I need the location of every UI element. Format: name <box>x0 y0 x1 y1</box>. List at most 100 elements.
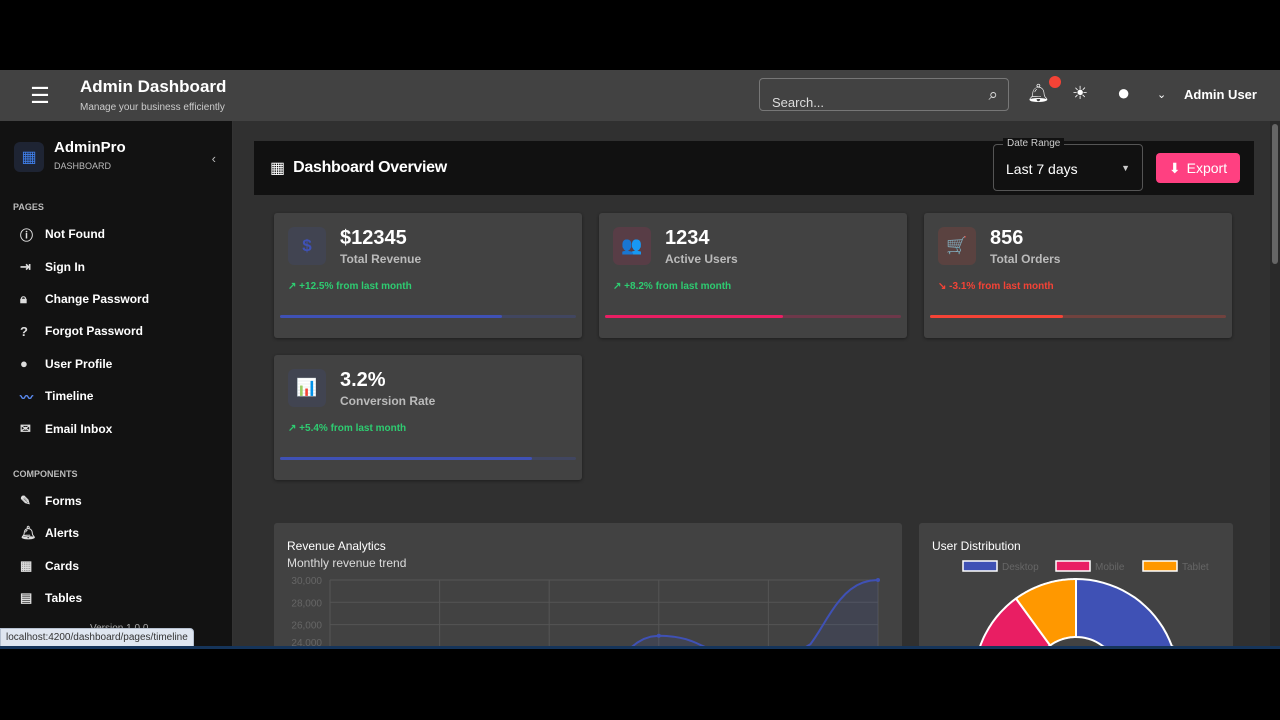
sun-icon[interactable]: ☀︎ <box>1072 83 1089 103</box>
stat-icon: 🛒 <box>938 227 976 265</box>
slice-desktop <box>993 577 1178 647</box>
legend-label: Desktop <box>1002 562 1039 573</box>
progress-bar <box>280 457 576 460</box>
sidebar-item-label: Forgot Password <box>45 324 144 339</box>
legend-swatch <box>1055 560 1091 572</box>
stat-label: Conversion Rate <box>340 394 436 408</box>
sidebar-item-label: Forms <box>45 493 82 508</box>
data-point <box>656 633 661 638</box>
sidebar-item-label: Alerts <box>45 526 80 541</box>
sidebar-item-timeline[interactable]: 〰 Timeline <box>0 380 232 412</box>
sidebar-item-label: User Profile <box>45 356 113 371</box>
legend-label: Mobile <box>1095 562 1125 573</box>
revenue-line-chart: 30,000 28,000 26,000 24,000 <box>291 576 880 647</box>
grid-icon: ▦ <box>20 557 33 573</box>
export-label: Export <box>1186 160 1228 176</box>
stat-label: Total Revenue <box>340 252 422 266</box>
app: ☰ Admin Dashboard Manage your business ef… <box>0 70 1280 647</box>
timeline-icon: 〰 <box>20 389 34 405</box>
stat-trend: ↘ -3.1% from last month <box>938 281 1054 292</box>
stat-icon: $ <box>288 227 326 265</box>
user-distribution-panel: User Distribution Desktop Mobile Tablet <box>919 523 1233 647</box>
stat-value: 3.2% <box>340 369 386 391</box>
mail-icon: ✉ <box>20 420 31 436</box>
chart-title: User Distribution <box>932 539 1021 553</box>
stat-label: Active Users <box>665 252 738 266</box>
sidebar-item-alerts[interactable]: 🔔︎ Alerts <box>0 517 232 549</box>
search-placeholder: Search... <box>772 95 825 110</box>
sidebar-item-not-found[interactable]: ⓘ Not Found <box>0 218 232 250</box>
sidebar-item-email-inbox[interactable]: ✉ Email Inbox <box>0 412 232 444</box>
info-icon: ⓘ <box>20 227 34 243</box>
status-url: localhost:4200/dashboard/pages/timeline <box>0 628 194 647</box>
help-icon: ? <box>20 323 28 339</box>
chart-title: Revenue Analytics <box>287 539 386 553</box>
stat-card: 📊 3.2% Conversion Rate ↗ +5.4% from last… <box>274 355 582 480</box>
menu-icon[interactable]: ☰ <box>30 82 50 108</box>
stat-value: 856 <box>990 227 1024 249</box>
export-button[interactable]: ⬇ Export <box>1156 153 1240 183</box>
chart-subtitle: Monthly revenue trend <box>287 556 407 570</box>
legend-label: Tablet <box>1182 562 1209 573</box>
trend-text: +8.2% from last month <box>624 281 732 292</box>
bell-icon[interactable]: 🔔︎ <box>1027 83 1050 103</box>
sidebar-item-forgot-password[interactable]: ? Forgot Password <box>0 315 232 347</box>
date-range-select[interactable]: Date Range Last 7 days ▼ <box>993 138 1143 191</box>
sidebar-item-sign-in[interactable]: ⇥ Sign In <box>0 250 232 282</box>
sidebar-item-forms[interactable]: ✎ Forms <box>0 485 232 517</box>
sidebar: ▦ AdminPro DASHBOARD ‹ PAGES ⓘ Not Found ⇥ Sig… <box>0 121 233 647</box>
revenue-chart-panel: Revenue Analytics Monthly revenue trend … <box>274 523 902 647</box>
stat-trend: ↗ +8.2% from last month <box>613 281 731 292</box>
scrollbar[interactable] <box>1270 121 1280 647</box>
sidebar-item-cards[interactable]: ▦ Cards <box>0 550 232 582</box>
stat-card: 👥 1234 Active Users ↗ +8.2% from last mo… <box>599 213 907 338</box>
y-tick-label: 26,000 <box>291 621 322 632</box>
slice-tablet <box>1014 578 1077 647</box>
login-icon: ⇥ <box>20 258 31 274</box>
stat-trend: ↗ +5.4% from last month <box>288 423 406 434</box>
data-point <box>876 578 880 582</box>
date-range-label: Date Range <box>1003 138 1065 149</box>
stat-icon: 👥 <box>613 227 651 265</box>
pencil-icon: ✎ <box>20 492 31 508</box>
series-area <box>330 580 878 647</box>
dashboard-icon: ▦ <box>270 160 286 177</box>
date-range-value: Last 7 days <box>1006 161 1078 177</box>
app-title: Admin Dashboard <box>80 76 227 96</box>
trend-icon: ↗ <box>288 423 297 434</box>
trend-icon: ↗ <box>288 281 297 292</box>
stat-card: $ $12345 Total Revenue ↗ +12.5% from las… <box>274 213 582 338</box>
sidebar-item-label: Tables <box>45 591 83 606</box>
page-title: Dashboard Overview <box>293 159 447 176</box>
user-name[interactable]: Admin User <box>1184 87 1257 102</box>
stat-icon: 📊 <box>288 369 326 407</box>
sidebar-item-change-password[interactable]: 🔒︎ Change Password <box>0 283 232 315</box>
sidebar-item-label: Not Found <box>45 227 105 242</box>
main-content: ▦ Dashboard Overview Date Range Last 7 da… <box>234 121 1270 647</box>
sidebar-item-user-profile[interactable]: ● User Profile <box>0 348 232 380</box>
brand-name: AdminPro <box>54 139 126 156</box>
sidebar-item-label: Timeline <box>45 389 94 404</box>
dropdown-arrow-icon: ▼ <box>1121 163 1130 173</box>
lock-icon: 🔒︎ <box>20 290 27 306</box>
stat-value: 1234 <box>665 227 710 249</box>
chevron-down-icon[interactable]: ⌄ <box>1157 89 1167 101</box>
collapse-sidebar-icon[interactable]: ‹ <box>211 151 216 166</box>
y-tick-label: 24,000 <box>291 638 322 647</box>
progress-bar <box>930 315 1226 318</box>
sidebar-item-tables[interactable]: ▤ Tables <box>0 582 232 614</box>
account-circle-icon[interactable]: ● <box>1117 80 1131 105</box>
sidebar-item-label: Sign In <box>45 259 85 274</box>
y-tick-label: 28,000 <box>291 598 322 609</box>
taskbar-line <box>0 646 1280 649</box>
download-icon: ⬇ <box>1168 159 1181 176</box>
stat-trend: ↗ +12.5% from last month <box>288 281 412 292</box>
search-icon[interactable]: ⌕ <box>988 85 998 104</box>
sidebar-item-label: Cards <box>45 558 80 573</box>
search-input[interactable]: Search... ⌕ <box>759 78 1009 111</box>
top-bar: ☰ Admin Dashboard Manage your business ef… <box>0 70 1280 121</box>
y-tick-label: 30,000 <box>291 576 322 587</box>
overview-header: ▦ Dashboard Overview Date Range Last 7 da… <box>254 138 1254 195</box>
legend-swatch <box>962 560 998 572</box>
brand-sub: DASHBOARD <box>54 161 112 171</box>
